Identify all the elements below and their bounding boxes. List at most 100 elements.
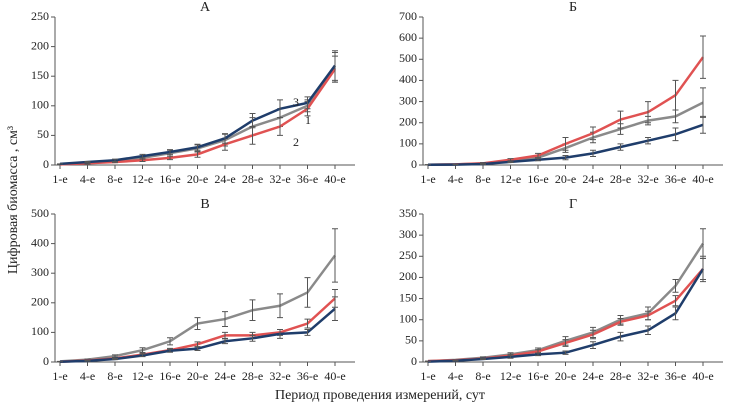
x-tick-label: 16-е	[159, 369, 180, 383]
annotation: 3	[293, 95, 299, 109]
x-tick-label: 28-е	[242, 172, 263, 186]
error-bar	[562, 154, 569, 161]
error-bar	[672, 79, 679, 111]
y-tick-label: 150	[399, 290, 417, 304]
x-tick-label: 36-е	[297, 369, 318, 383]
y-tick-label: 500	[31, 206, 49, 220]
error-bar	[167, 155, 173, 161]
error-bar	[194, 143, 201, 151]
error-bar	[139, 347, 146, 354]
y-tick-label: 150	[31, 68, 49, 82]
x-tick-label: 1-е	[52, 369, 67, 383]
x-tick-label: 8-е	[475, 369, 490, 383]
y-tick-label: 50	[37, 127, 49, 141]
y-tick-label: 300	[31, 265, 49, 279]
error-bar	[194, 150, 201, 158]
x-tick-label: 8-е	[107, 369, 122, 383]
x-tick-label: 36-е	[297, 172, 318, 186]
panel-title: Б	[569, 0, 577, 15]
error-bar	[84, 360, 91, 362]
x-tick-label: 32-е	[637, 369, 658, 383]
error-bar	[222, 331, 228, 339]
x-tick-label: 24-е	[582, 172, 603, 186]
error-bar	[249, 112, 256, 129]
y-tick-label: 0	[411, 157, 417, 171]
error-bar	[700, 35, 706, 79]
x-tick-label: 28-е	[610, 369, 631, 383]
error-bar	[672, 295, 679, 307]
y-tick-label: 400	[31, 235, 49, 249]
error-bar	[617, 143, 624, 151]
panel-title: А	[200, 0, 211, 15]
x-tick-label: 28-е	[610, 172, 631, 186]
error-bar	[304, 318, 311, 329]
y-tick-label: 100	[399, 136, 417, 150]
error-bar	[304, 277, 311, 308]
error-bar	[194, 317, 201, 330]
x-tick-label: 8-е	[475, 172, 490, 186]
error-bar	[672, 127, 679, 142]
error-bar	[139, 353, 146, 358]
panel-title: Г	[569, 197, 577, 212]
error-bar	[112, 357, 118, 361]
error-bar	[700, 255, 706, 283]
x-tick-label: 20-е	[555, 172, 576, 186]
x-tick-label: 40-е	[324, 369, 345, 383]
error-bar	[249, 299, 256, 322]
error-bar	[452, 359, 459, 362]
y-tick-label: 200	[399, 114, 417, 128]
y-tick-label: 700	[399, 9, 417, 23]
x-tick-label: 36-е	[665, 369, 686, 383]
error-bar	[332, 228, 338, 283]
series-line	[427, 268, 704, 363]
x-tick-label: 24-е	[582, 369, 603, 383]
error-bar	[304, 328, 311, 336]
error-bar	[535, 158, 541, 162]
x-tick-label: 4-е	[448, 369, 463, 383]
x-tick-label: 8-е	[107, 172, 122, 186]
y-tick-label: 300	[399, 227, 417, 241]
error-bar	[535, 352, 541, 357]
error-bar	[617, 317, 624, 326]
y-tick-label: 250	[31, 9, 49, 23]
error-bar	[167, 337, 173, 346]
x-tick-label: 16-е	[527, 369, 548, 383]
y-tick-label: 600	[399, 30, 417, 44]
x-tick-label: 40-е	[692, 172, 713, 186]
x-tick-label: 32-е	[269, 172, 290, 186]
error-bar	[645, 325, 651, 336]
error-bar	[139, 153, 146, 159]
panel-title: В	[200, 197, 209, 212]
x-tick-label: 20-е	[555, 369, 576, 383]
error-bar	[617, 331, 624, 342]
series-line	[59, 297, 336, 363]
y-tick-label: 100	[399, 311, 417, 325]
x-tick-label: 12-е	[132, 369, 153, 383]
error-bar	[645, 310, 651, 321]
error-bar	[277, 293, 283, 319]
error-bar	[700, 115, 706, 134]
series-line	[59, 307, 336, 363]
x-tick-label: 4-е	[448, 172, 463, 186]
y-tick-label: 500	[399, 51, 417, 65]
error-bar	[277, 328, 283, 339]
x-tick-label: 24-е	[214, 369, 235, 383]
y-axis-label: Цифровая биомасса , см³	[6, 126, 21, 274]
x-tick-label: 24-е	[214, 172, 235, 186]
error-bar	[590, 149, 596, 158]
x-tick-label: 36-е	[665, 172, 686, 186]
x-tick-label: 20-е	[187, 369, 208, 383]
x-tick-label: 40-е	[324, 172, 345, 186]
x-tick-label: 32-е	[637, 172, 658, 186]
error-bar	[645, 101, 651, 124]
y-tick-label: 250	[399, 248, 417, 262]
x-tick-label: 1-е	[420, 172, 435, 186]
error-bar	[332, 296, 338, 322]
y-tick-label: 0	[43, 157, 49, 171]
series-line	[427, 268, 705, 363]
y-tick-label: 100	[31, 98, 49, 112]
error-bar	[507, 355, 514, 359]
y-tick-label: 0	[411, 354, 417, 368]
y-tick-label: 0	[43, 354, 49, 368]
